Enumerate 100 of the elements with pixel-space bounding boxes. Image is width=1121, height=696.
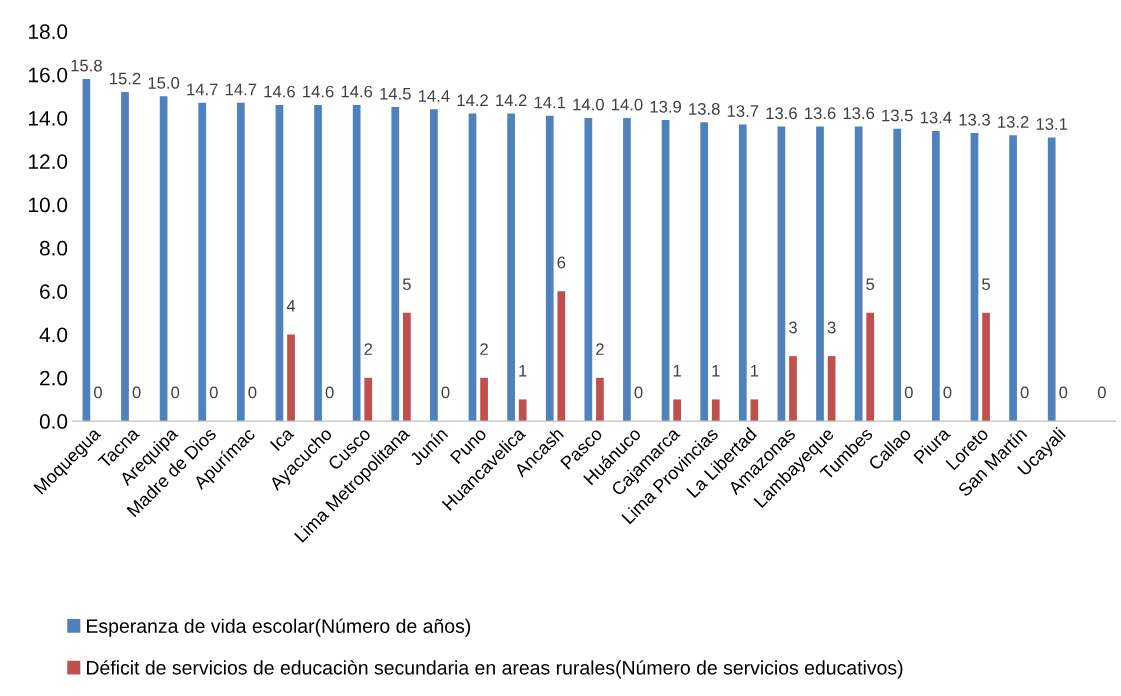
data-label: 13.7 (727, 105, 759, 117)
data-label: 0 (93, 386, 102, 399)
bar (480, 377, 488, 422)
y-tick-label: 12.0 (29, 154, 68, 169)
bar (275, 104, 284, 422)
data-label: 5 (982, 278, 990, 291)
data-label: 0 (248, 386, 257, 399)
y-tick-label: 18.0 (29, 24, 68, 40)
data-label: 0 (904, 386, 913, 399)
data-label: 14.5 (380, 88, 411, 100)
bar (468, 113, 477, 422)
data-label: 1 (712, 365, 720, 377)
bar (364, 377, 373, 422)
data-label: 0 (1020, 386, 1029, 399)
bar (661, 120, 670, 422)
data-label: 13.8 (689, 103, 720, 115)
bar (1009, 135, 1017, 422)
bar (789, 356, 797, 422)
bar (314, 104, 322, 422)
bar (584, 117, 593, 422)
bar (893, 128, 902, 422)
data-label: 1 (519, 365, 527, 377)
data-label: 13.2 (998, 115, 1029, 128)
y-tick-label: 4.0 (39, 327, 68, 343)
bar (557, 291, 566, 422)
bar (198, 102, 207, 422)
data-label: 6 (557, 256, 566, 269)
bar (931, 130, 940, 422)
data-label: 15.0 (148, 77, 180, 89)
data-label: 2 (480, 343, 488, 355)
data-label: 0 (441, 386, 450, 399)
bar (391, 107, 400, 422)
bar (352, 104, 361, 422)
data-label: 0 (132, 386, 141, 399)
data-label: 14.7 (187, 83, 218, 96)
bar (970, 133, 979, 422)
bar (596, 377, 604, 422)
data-label: 13.6 (766, 107, 797, 120)
data-label: 5 (866, 278, 875, 291)
data-label: 13.6 (805, 107, 836, 120)
data-label: 13.1 (1036, 118, 1068, 130)
data-label: 2 (596, 343, 604, 355)
data-label: 1 (751, 365, 759, 377)
data-label: 0 (1059, 386, 1068, 399)
y-tick-label: 16.0 (29, 67, 68, 83)
bar (866, 312, 875, 422)
data-label: 14.7 (225, 83, 257, 96)
data-label: 14.0 (573, 98, 604, 111)
bar (700, 122, 709, 422)
data-label: 14.0 (612, 98, 643, 111)
y-tick-label: 8.0 (39, 240, 68, 256)
bar (816, 126, 824, 422)
bar (738, 124, 747, 422)
bar (711, 399, 720, 422)
data-label: 3 (827, 321, 836, 334)
y-tick-label: 6.0 (40, 284, 68, 299)
data-label: 15.2 (110, 72, 141, 85)
data-label: 13.5 (882, 109, 913, 122)
bar (82, 78, 91, 422)
data-label: 0 (325, 386, 334, 399)
bar (403, 312, 411, 422)
data-label: 13.4 (920, 111, 952, 124)
data-label: 1 (673, 365, 681, 377)
bar (854, 126, 863, 422)
bar (623, 117, 631, 422)
bar (507, 113, 515, 422)
data-label: 13.9 (650, 100, 681, 113)
data-label: 4 (286, 300, 296, 312)
bar (982, 312, 990, 422)
bar (545, 115, 554, 422)
bar (777, 126, 786, 422)
data-label: 15.8 (71, 59, 102, 72)
bar (1047, 137, 1056, 422)
data-label: 0 (209, 386, 218, 399)
data-label: 13.6 (843, 107, 875, 120)
y-tick-label: 14.0 (29, 110, 68, 126)
data-label: 14.6 (303, 85, 334, 98)
data-label: 13.3 (959, 113, 990, 126)
data-label: 14.2 (496, 94, 527, 106)
data-label: 5 (402, 278, 411, 291)
data-label: 14.2 (457, 94, 488, 106)
y-tick-label: 0.0 (39, 414, 68, 429)
data-label: 0 (1097, 386, 1106, 399)
data-label: 0 (943, 386, 952, 399)
data-label: 0 (634, 386, 643, 399)
bar (518, 399, 527, 422)
y-tick-label: 2.0 (40, 370, 68, 386)
bar (287, 334, 295, 422)
bar (159, 96, 168, 422)
legend-label: Déficit de servicios de educaciòn secundaria en areas rurales(Número de servicios educativos) (87, 660, 903, 679)
data-label: 3 (788, 321, 797, 334)
data-label: 14.6 (341, 85, 373, 98)
data-label: 0 (171, 386, 180, 399)
bar (673, 399, 682, 422)
legend-label: Esperanza de vida escolar(Número de años) (87, 618, 471, 637)
data-label: 14.4 (418, 90, 450, 102)
data-label: 14.1 (534, 96, 566, 109)
bar (430, 109, 438, 422)
y-tick-label: 10.0 (29, 197, 68, 213)
data-label: 2 (364, 343, 373, 355)
